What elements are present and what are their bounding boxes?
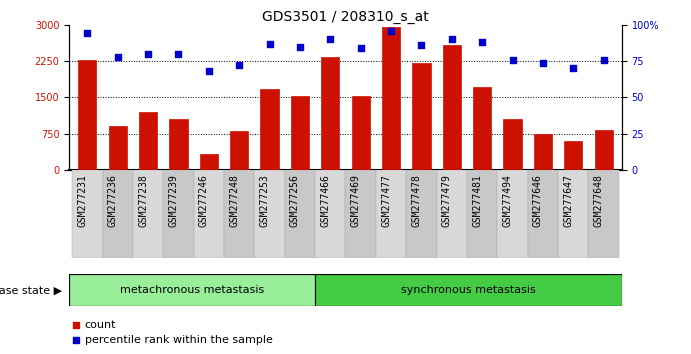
Bar [321,57,339,170]
Bar [163,170,193,258]
Title: GDS3501 / 208310_s_at: GDS3501 / 208310_s_at [262,10,429,24]
Bar [315,274,622,306]
Point [416,42,427,48]
Bar [467,170,498,258]
Text: GSM277646: GSM277646 [533,174,543,227]
Point [598,57,609,62]
Bar [352,96,370,170]
Bar [413,63,430,170]
Text: GSM277648: GSM277648 [594,174,604,227]
Point [173,51,184,57]
Text: GSM277479: GSM277479 [442,174,452,227]
Bar [315,170,346,258]
Bar [589,170,619,258]
Point [82,31,93,36]
Bar [78,59,97,170]
Bar [504,119,522,170]
Point [264,41,275,46]
Bar [498,170,528,258]
Bar [382,27,400,170]
Point [234,63,245,68]
Bar [193,170,224,258]
Text: GSM277481: GSM277481 [472,174,482,227]
Bar [291,96,309,170]
Text: GSM277231: GSM277231 [77,174,87,227]
Bar [406,170,437,258]
Text: GSM277253: GSM277253 [260,174,269,227]
Point [477,39,488,45]
Bar [558,170,589,258]
Point [294,44,305,49]
Text: disease state ▶: disease state ▶ [0,285,62,295]
Point [507,57,518,62]
Bar [254,170,285,258]
Text: GSM277469: GSM277469 [351,174,361,227]
Text: GSM277647: GSM277647 [563,174,574,227]
Bar [69,274,315,306]
Bar [102,170,133,258]
Bar [285,170,315,258]
Point [355,45,366,51]
Bar [594,130,613,170]
Bar [139,112,157,170]
Text: GSM277494: GSM277494 [502,174,513,227]
Point [112,54,123,59]
Point [142,51,153,57]
Bar [564,141,583,170]
Point [446,36,457,42]
Bar [224,170,254,258]
Text: GSM277246: GSM277246 [199,174,209,227]
Bar [473,87,491,170]
Bar [443,45,461,170]
Text: synchronous metastasis: synchronous metastasis [401,285,536,295]
Text: GSM277236: GSM277236 [108,174,117,227]
Text: GSM277478: GSM277478 [411,174,422,227]
Bar [437,170,467,258]
Bar [528,170,558,258]
Bar [346,170,376,258]
Text: metachronous metastasis: metachronous metastasis [120,285,264,295]
Text: GSM277256: GSM277256 [290,174,300,227]
Bar [230,131,248,170]
Point [538,60,549,65]
Point [203,68,214,74]
Legend: count, percentile rank within the sample: count, percentile rank within the sample [69,315,277,349]
Bar [133,170,163,258]
Bar [261,88,278,170]
Point [568,65,579,71]
Text: GSM277248: GSM277248 [229,174,239,227]
Point [325,36,336,42]
Bar [200,154,218,170]
Text: GSM277238: GSM277238 [138,174,148,227]
Bar [376,170,406,258]
Point [386,28,397,33]
Text: GSM277239: GSM277239 [169,174,178,227]
Bar [108,126,127,170]
Text: GSM277477: GSM277477 [381,174,391,227]
Text: GSM277466: GSM277466 [321,174,330,227]
Bar [534,133,552,170]
Bar [169,119,187,170]
Bar [72,170,102,258]
